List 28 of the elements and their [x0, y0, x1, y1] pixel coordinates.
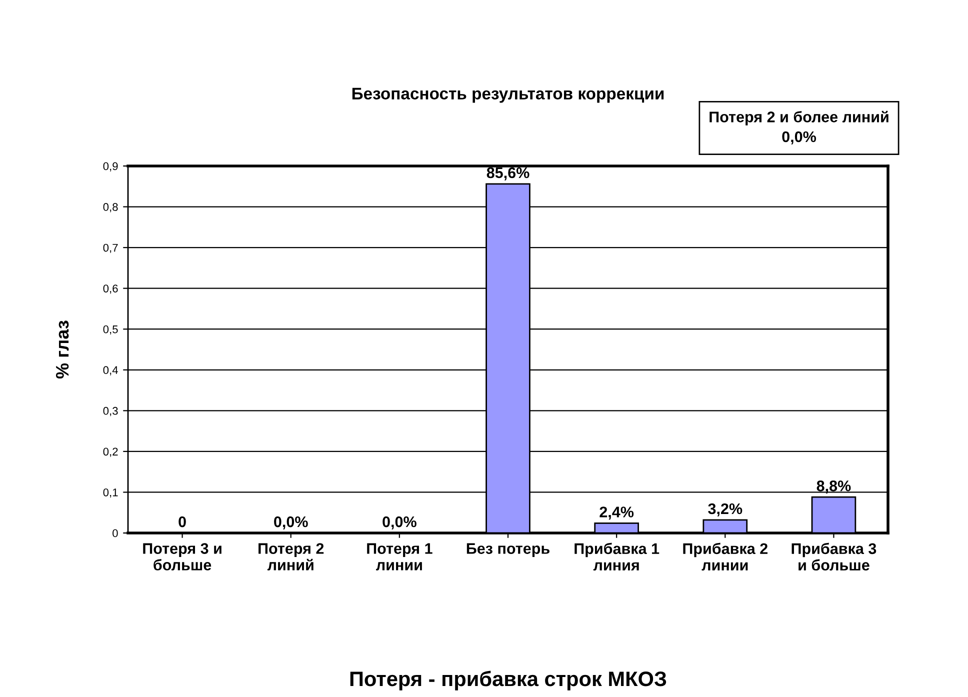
- y-tick-label: 0,3: [103, 406, 118, 416]
- x-tick-label: Прибавка 2 линии: [683, 542, 768, 571]
- data-label: 0,0%: [274, 516, 308, 530]
- x-tick-label: Прибавка 1 линия: [574, 542, 660, 571]
- y-tick-label: 0,8: [103, 203, 118, 212]
- data-label: 3,2%: [708, 503, 742, 516]
- data-label: 0: [178, 516, 186, 528]
- y-tick-label: 0,9: [103, 162, 118, 172]
- y-tick-label: 0: [112, 529, 118, 538]
- data-label: 0,0%: [382, 516, 416, 530]
- y-tick-label: 0,6: [103, 284, 118, 294]
- x-tick-label: Потеря 3 и больше: [143, 543, 222, 570]
- y-tick-label: 0,5: [103, 325, 118, 335]
- x-tick-label: Без потерь: [466, 543, 550, 557]
- chart-title: Безопасность результатов коррекции: [352, 88, 664, 103]
- text: Потеря 2 и более линий 0,0%: [710, 110, 888, 144]
- x-tick-label: Потеря 2 линий: [258, 543, 324, 570]
- data-label: 2,4%: [600, 506, 634, 520]
- y-axis-title: % глаз: [56, 320, 69, 378]
- data-label: 8,8%: [816, 480, 851, 494]
- data-label: 85,6%: [486, 167, 530, 180]
- y-tick-label: 0,7: [103, 244, 118, 254]
- y-tick-label: 0,1: [103, 488, 118, 498]
- y-tick-label: 0,2: [103, 448, 118, 457]
- x-tick-label: Прибавка 3 и больше: [792, 542, 876, 571]
- y-tick-label: 0,4: [103, 366, 118, 376]
- x-tick-label: Потеря 1 линии: [367, 543, 432, 570]
- x-axis-title: Потеря - прибавка строк МКОЗ: [350, 670, 666, 690]
